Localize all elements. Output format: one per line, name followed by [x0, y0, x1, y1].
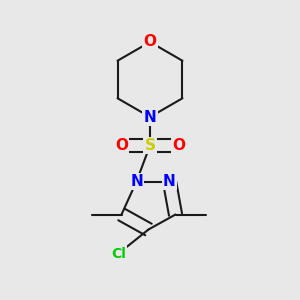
- Text: S: S: [145, 138, 155, 153]
- Text: N: N: [144, 110, 156, 124]
- Text: O: O: [143, 34, 157, 50]
- Text: N: N: [130, 174, 143, 189]
- Text: Cl: Cl: [111, 247, 126, 260]
- Text: O: O: [115, 138, 128, 153]
- Text: N: N: [163, 174, 176, 189]
- Text: O: O: [172, 138, 185, 153]
